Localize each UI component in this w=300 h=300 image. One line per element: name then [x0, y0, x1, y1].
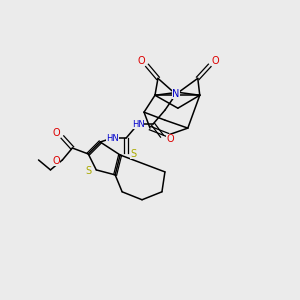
Text: HN: HN: [132, 120, 144, 129]
Text: O: O: [52, 156, 60, 166]
Text: O: O: [166, 134, 174, 144]
Text: S: S: [85, 166, 91, 176]
Text: O: O: [52, 128, 60, 138]
Text: HN: HN: [106, 134, 118, 142]
Text: O: O: [212, 56, 220, 66]
Text: S: S: [130, 149, 136, 159]
Text: O: O: [137, 56, 145, 66]
Text: N: N: [172, 89, 180, 99]
